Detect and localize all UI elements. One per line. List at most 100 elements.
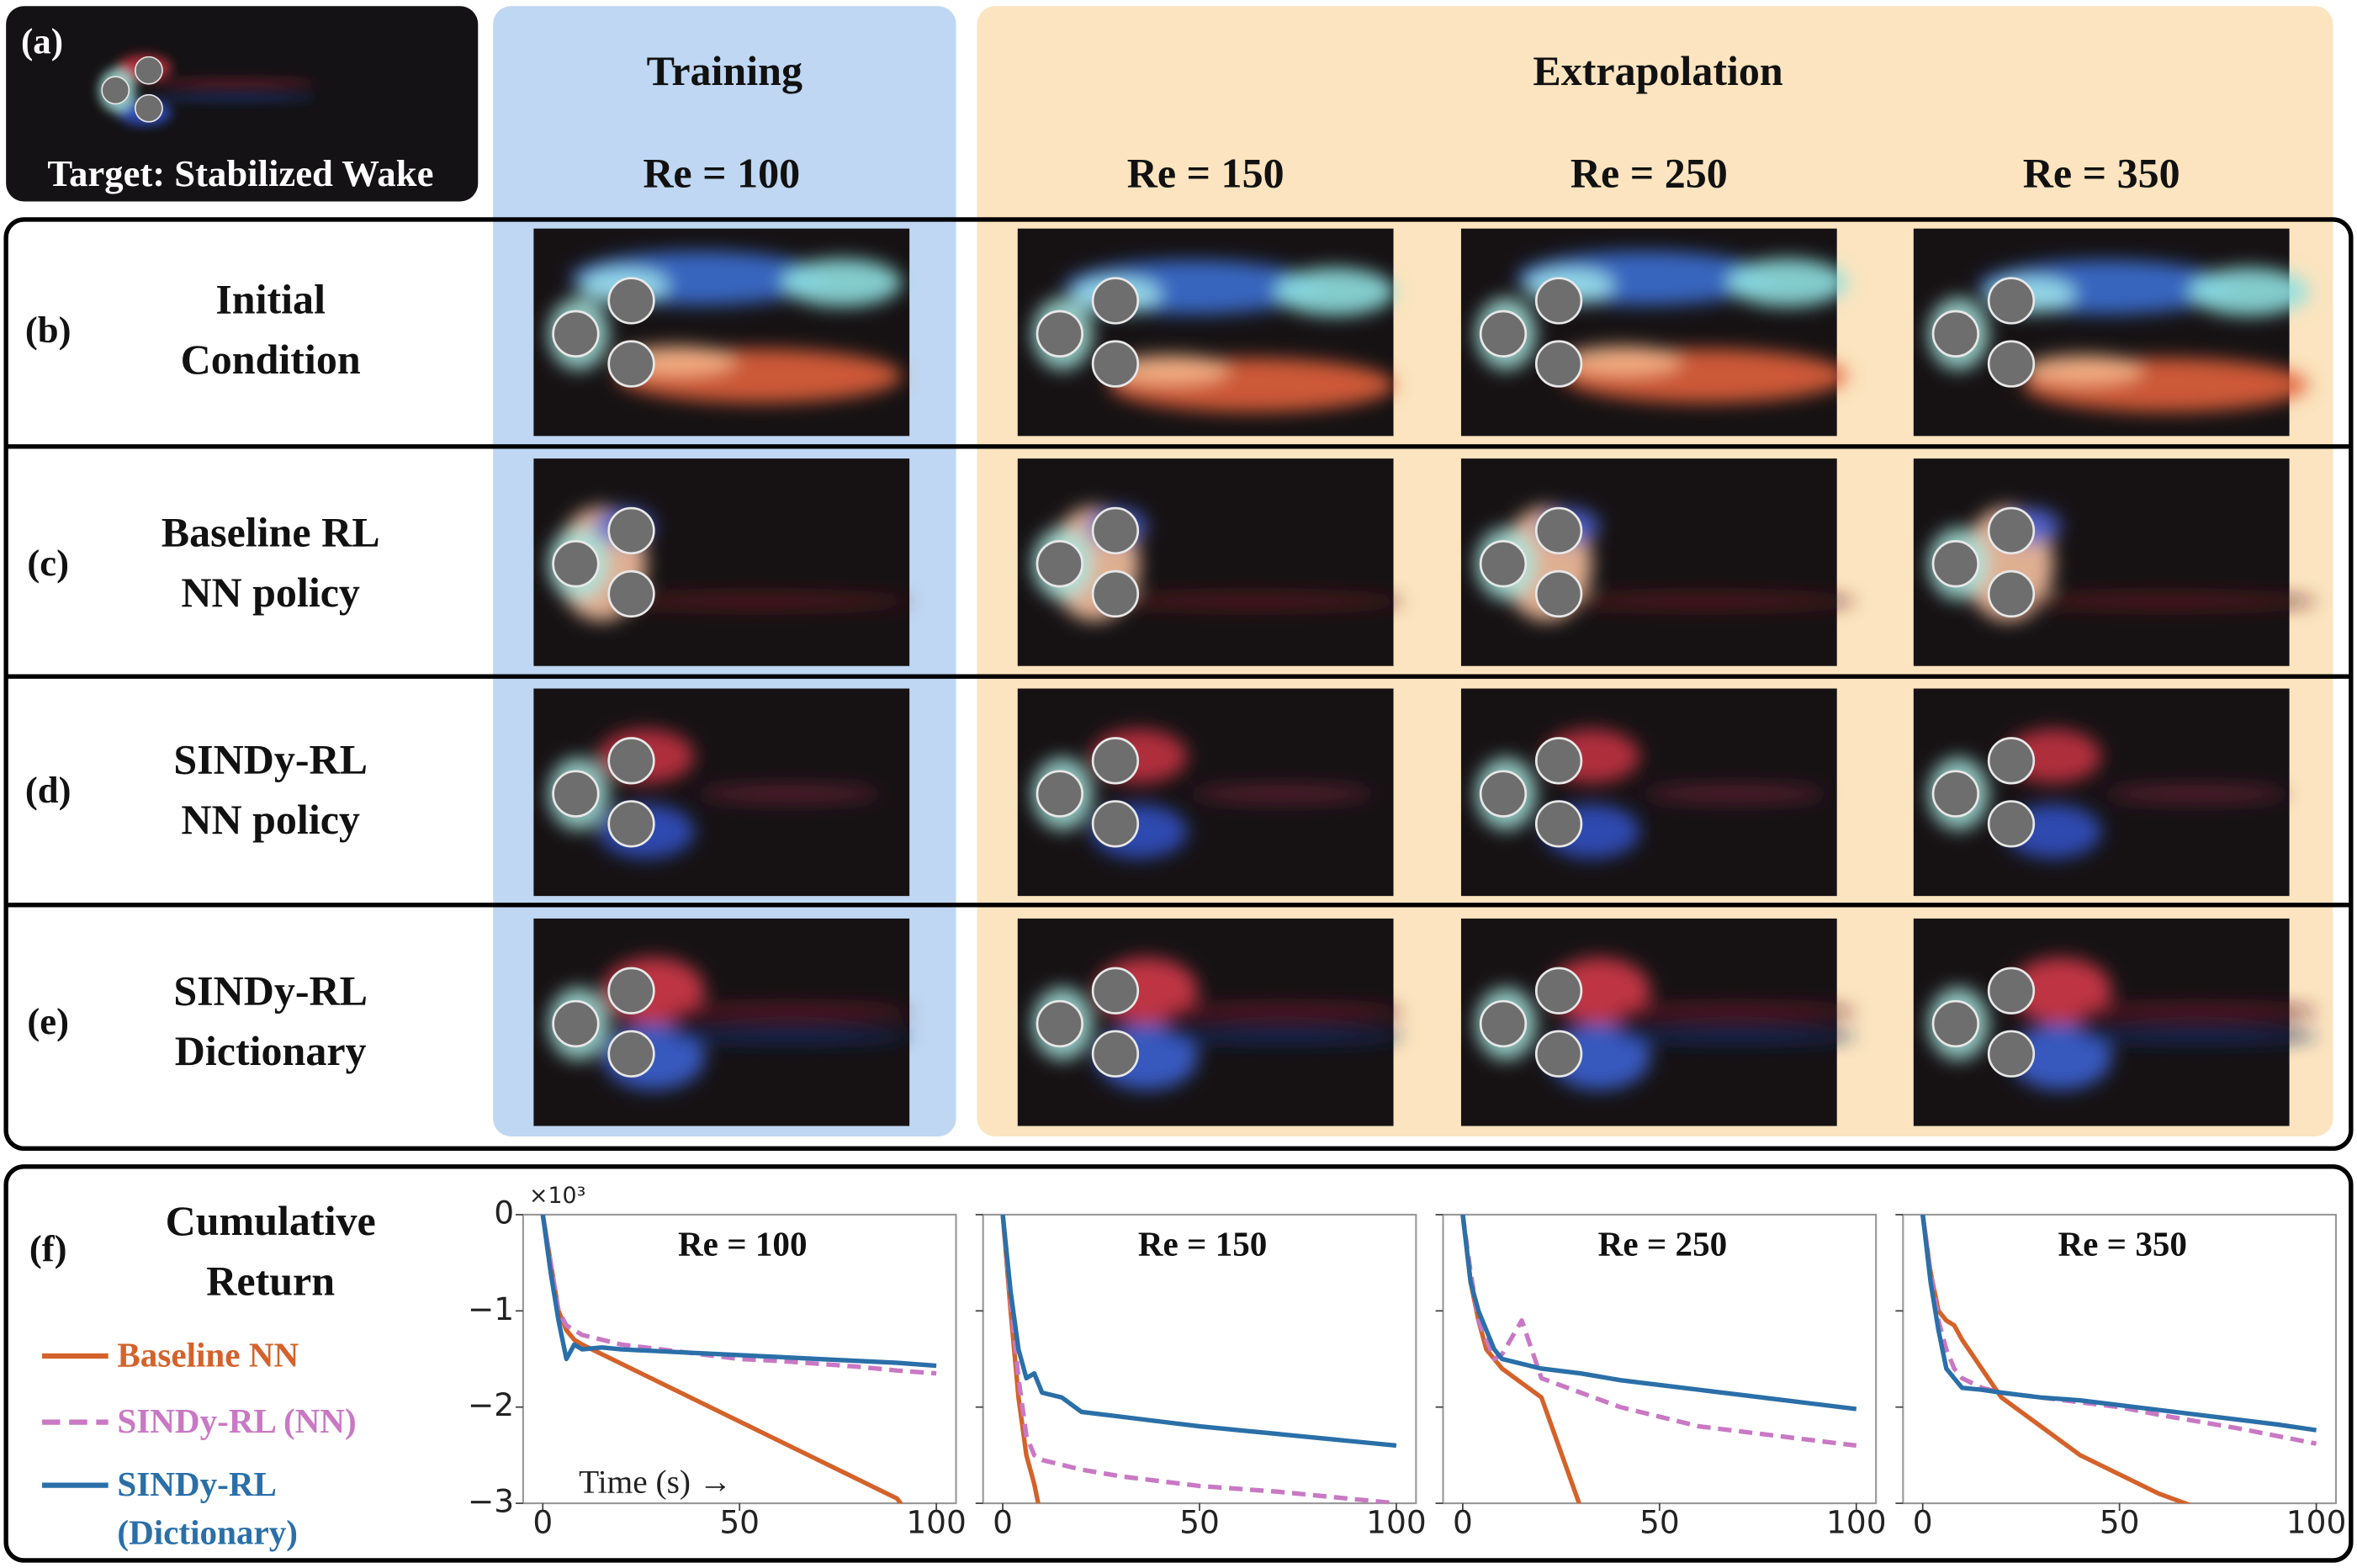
plot-frame xyxy=(1442,1213,1878,1505)
x-tick-label: 100 xyxy=(2286,1504,2347,1541)
column-title: Re = 250 xyxy=(1570,149,1728,196)
vortex xyxy=(1614,1028,1856,1044)
flow-image xyxy=(533,688,910,897)
cylinder xyxy=(1091,569,1140,618)
vortex xyxy=(669,1028,910,1044)
series-line xyxy=(1460,1214,1857,1449)
x-tick-label: 100 xyxy=(1366,1504,1427,1541)
cylinder xyxy=(607,277,655,325)
cylinder xyxy=(1987,800,2036,848)
vortex xyxy=(1192,784,1373,803)
cylinder xyxy=(135,56,163,85)
panel-a-caption: Target: Stabilized Wake xyxy=(47,152,433,194)
cylinder xyxy=(1534,967,1583,1014)
column-title: Re = 150 xyxy=(1127,149,1284,196)
cylinder xyxy=(552,999,600,1048)
x-tick-label: 100 xyxy=(1826,1504,1887,1541)
vortex xyxy=(2015,593,2317,609)
cylinder xyxy=(607,967,655,1014)
cylinder xyxy=(1035,770,1083,818)
cylinder xyxy=(135,93,163,123)
axis-multiplier: ×10³ xyxy=(529,1183,585,1209)
cylinder xyxy=(1091,1030,1140,1078)
flow-image xyxy=(98,55,316,126)
flow-image xyxy=(1460,918,1856,1126)
cylinder xyxy=(1479,310,1528,358)
cylinder xyxy=(1931,310,1980,358)
y-tick-label: −1 xyxy=(468,1290,514,1327)
cylinder xyxy=(552,770,600,818)
cylinder xyxy=(1091,277,1140,325)
cylinder xyxy=(1479,770,1528,818)
vortex xyxy=(2010,957,2112,1025)
x-tick-label: 50 xyxy=(1639,1504,1680,1541)
panel-label: (b) xyxy=(25,309,72,351)
flow-image xyxy=(1017,688,1394,897)
cylinder xyxy=(607,506,655,555)
group-title: Training xyxy=(647,47,802,94)
flow-image xyxy=(1913,458,2317,666)
flow-image xyxy=(1460,688,1837,897)
column-title: Re = 350 xyxy=(2023,149,2180,196)
x-tick-label: 0 xyxy=(1453,1504,1473,1541)
row-title: Baseline RL xyxy=(162,509,380,556)
panel-label: (e) xyxy=(27,1000,69,1042)
row-title: Dictionary xyxy=(175,1027,367,1074)
cylinder xyxy=(1035,999,1083,1048)
cylinder xyxy=(1987,569,2036,618)
column-title: Re = 100 xyxy=(643,149,800,196)
cylinder xyxy=(1534,277,1583,325)
cylinder xyxy=(1987,1030,2036,1078)
cylinder xyxy=(1534,569,1583,618)
vortex xyxy=(1554,593,1856,609)
chart-title: Re = 100 xyxy=(678,1225,808,1263)
chart-title: Re = 350 xyxy=(2058,1225,2187,1263)
legend-label: Baseline NN xyxy=(117,1336,299,1375)
vortex xyxy=(2105,784,2287,803)
panel-f-title: Return xyxy=(206,1257,335,1304)
row-title: Initial xyxy=(215,276,326,323)
cylinder xyxy=(1534,506,1583,555)
vortex xyxy=(153,79,316,87)
cylinder xyxy=(552,310,600,358)
cylinder xyxy=(1931,540,1980,588)
panel-label: (d) xyxy=(25,769,72,811)
flow-image xyxy=(1017,458,1403,666)
x-tick-label: 0 xyxy=(532,1504,553,1541)
cylinder xyxy=(1091,800,1140,848)
panel-label: (c) xyxy=(27,542,69,584)
cylinder xyxy=(1534,737,1583,785)
vortex xyxy=(1561,346,1682,376)
vorticity xyxy=(1475,251,1848,403)
vortex xyxy=(1162,1028,1403,1044)
vortex xyxy=(1101,593,1403,609)
row-title: Condition xyxy=(181,336,361,383)
panel-f-title: Cumulative xyxy=(166,1197,376,1244)
cylinder xyxy=(1931,770,1980,818)
legend-label: SINDy-RL (Dictionary) xyxy=(117,1465,298,1552)
vortex xyxy=(669,1004,910,1020)
legend-box: SINDy-RL (NN) xyxy=(117,1402,356,1440)
rows-frame xyxy=(3,217,2354,1152)
plot-frame xyxy=(982,1213,1417,1505)
vortex xyxy=(2010,1024,2112,1090)
flow-image xyxy=(533,458,910,666)
x-tick-label: 50 xyxy=(719,1504,760,1541)
cylinder xyxy=(1035,310,1083,358)
vortex xyxy=(2023,354,2144,385)
plot-frame xyxy=(522,1213,957,1505)
flow-image xyxy=(1913,228,2309,437)
chart-title: Re = 250 xyxy=(1598,1225,1728,1263)
row-title: NN policy xyxy=(181,796,360,843)
group-title: Extrapolation xyxy=(1533,47,1783,94)
cylinder xyxy=(1987,967,2036,1014)
cylinder xyxy=(101,76,130,105)
cylinder xyxy=(1987,506,2036,555)
cylinder xyxy=(1091,506,1140,555)
cylinder xyxy=(1091,340,1140,388)
vortex xyxy=(153,93,316,102)
cylinder xyxy=(1035,540,1083,588)
y-tick-label: −2 xyxy=(468,1386,514,1423)
vortex xyxy=(1109,354,1230,385)
